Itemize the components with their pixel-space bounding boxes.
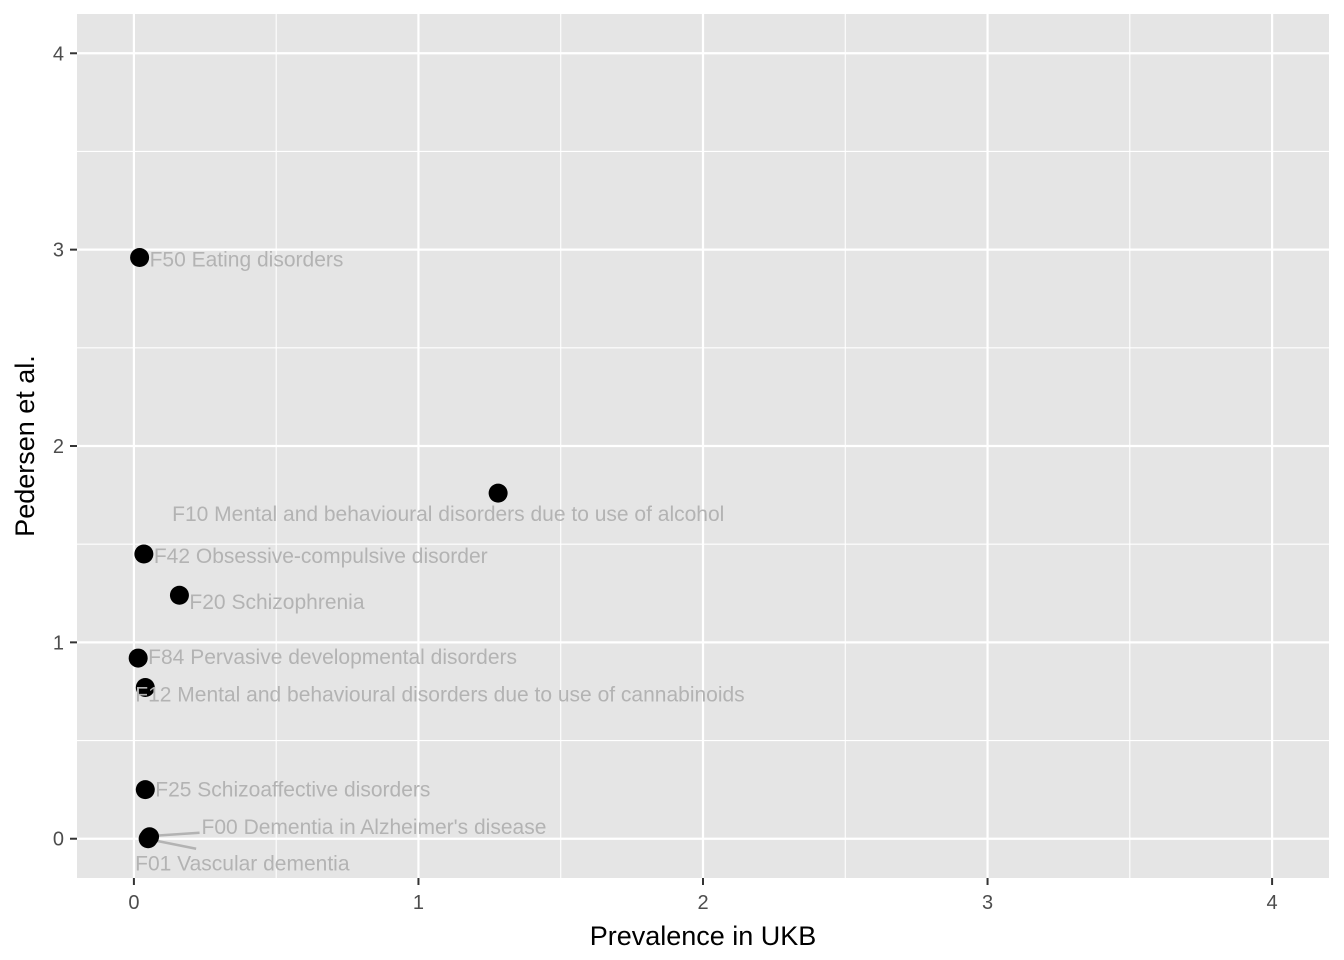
data-point (135, 678, 155, 698)
label-connector (154, 831, 200, 838)
data-point (135, 780, 155, 800)
y-tick-label: 2 (53, 436, 64, 458)
y-tick-label: 1 (53, 632, 64, 654)
point-label: F00 Dementia in Alzheimer's disease (202, 816, 547, 839)
data-point (128, 648, 148, 668)
label-connectors (154, 831, 200, 850)
point-label: F10 Mental and behavioural disorders due… (172, 503, 724, 526)
point-labels: F50 Eating disorders F10 Mental and behav… (135, 248, 745, 875)
label-connector (155, 839, 197, 850)
point-label: F84 Pervasive developmental disorders (148, 646, 517, 669)
y-tick-label: 3 (53, 240, 64, 262)
data-points (128, 247, 508, 849)
x-tick-label: 0 (128, 892, 139, 914)
x-tick-label: 4 (1267, 892, 1278, 914)
data-point (130, 247, 150, 267)
x-tick-label: 2 (697, 892, 708, 914)
x-tick-label: 1 (413, 892, 424, 914)
x-axis-title: Prevalence in UKB (590, 921, 817, 951)
point-label: F50 Eating disorders (150, 248, 344, 271)
point-label: F12 Mental and behavioural disorders due… (135, 684, 744, 707)
point-label: F01 Vascular dementia (135, 853, 350, 876)
y-axis-title: Pedersen et al. (10, 355, 40, 537)
major-gridlines (77, 14, 1329, 878)
data-point (138, 829, 158, 849)
y-tick-label: 4 (53, 43, 64, 65)
point-label: F42 Obsessive-compulsive disorder (154, 545, 488, 568)
data-point (488, 483, 508, 503)
axis-ticks: 0 1 2 3 4 0 1 2 3 4 (53, 43, 1278, 914)
x-tick-label: 3 (982, 892, 993, 914)
y-tick-label: 0 (53, 829, 64, 851)
point-label: F20 Schizophrenia (189, 591, 364, 614)
point-label: F25 Schizoaffective disorders (155, 779, 430, 802)
data-point (134, 544, 154, 564)
data-point (169, 585, 189, 605)
